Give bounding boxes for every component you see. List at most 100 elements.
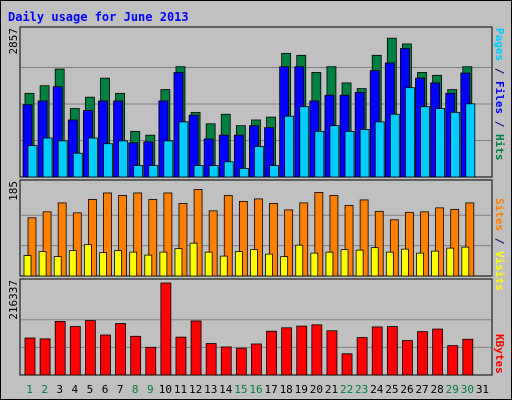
pages-bar <box>42 137 53 178</box>
chart-title: Daily usage for June 2013 <box>8 10 189 24</box>
visits-bar <box>193 189 203 277</box>
visits-panel: 185 Sites / Visits <box>7 179 506 291</box>
pages-bar <box>405 87 415 178</box>
kbytes-bar <box>190 320 202 376</box>
pages-bar <box>344 130 355 178</box>
x-tick-label: 28 <box>431 383 444 396</box>
files-bar <box>22 104 33 178</box>
kbytes-bar <box>251 343 262 376</box>
pages-bar <box>208 165 219 178</box>
side-label-sep: / <box>493 114 506 134</box>
pages-bar <box>269 165 279 178</box>
x-axis-labels: 1 2 3 4 5 6 7 8 9 10 11 12 13 14 15 16 17 18 19 20 21 22 23 24 2… <box>26 383 489 396</box>
visits-bar <box>42 211 52 277</box>
kbytes-bar <box>24 337 36 376</box>
visits-side-label: Sites / Visits <box>493 198 506 291</box>
files-bar <box>264 127 274 178</box>
visits-bar <box>389 219 399 277</box>
x-tick-label: 21 <box>325 383 338 396</box>
visits-bar <box>465 202 475 277</box>
kbytes-bar <box>100 334 111 376</box>
sites-bar <box>219 255 228 277</box>
x-tick-label: 14 <box>219 383 233 396</box>
hits-panel: 2857 Pages / Files / Hits <box>7 26 506 178</box>
pages-bar <box>359 129 370 178</box>
x-tick-label: 13 <box>204 383 217 396</box>
x-tick-label: 10 <box>159 383 172 396</box>
sites-bar <box>340 249 349 277</box>
x-tick-label: 9 <box>147 383 154 396</box>
pages-bar <box>118 140 128 178</box>
kbytes-bar <box>69 326 81 376</box>
side-label-kbytes: KBytes <box>493 334 506 374</box>
kbytes-bar <box>462 338 474 376</box>
x-tick-label: 6 <box>102 383 109 396</box>
files-bar <box>113 100 123 178</box>
sites-bar <box>53 256 62 277</box>
side-label-hits: Hits <box>493 134 506 161</box>
hits-bars <box>22 37 476 178</box>
sites-bar <box>250 249 258 277</box>
sites-bar <box>401 248 409 277</box>
hits-side-label: Pages / Files / Hits <box>493 28 506 161</box>
files-bar <box>158 100 169 178</box>
x-tick-label: 23 <box>355 383 368 396</box>
side-label-pages: Pages <box>493 28 506 61</box>
sites-bar <box>265 253 273 277</box>
sites-bar <box>174 248 183 277</box>
sites-bar <box>310 252 319 277</box>
visits-bar <box>133 192 143 277</box>
sites-bar <box>370 247 379 277</box>
pages-bar <box>27 145 38 178</box>
kbytes-bars <box>24 282 474 376</box>
sites-bar <box>461 246 470 277</box>
sites-bar <box>431 250 440 277</box>
visits-bar <box>329 195 339 277</box>
sites-bar <box>325 251 334 277</box>
visits-bar <box>435 207 445 277</box>
pages-bar <box>435 108 446 178</box>
files-bar <box>218 134 229 178</box>
kbytes-bar <box>39 338 51 376</box>
files-bar <box>203 138 214 178</box>
kbytes-bar <box>84 320 96 376</box>
pages-bar <box>57 140 68 178</box>
visits-bar <box>450 208 460 277</box>
kbytes-bar <box>326 330 338 376</box>
sites-bar <box>416 252 424 277</box>
visits-bar <box>359 199 369 277</box>
visits-bar <box>314 192 324 277</box>
x-tick-label: 18 <box>280 383 293 396</box>
kbytes-bar <box>145 346 157 376</box>
x-tick-label: 25 <box>385 383 398 396</box>
visits-bar <box>118 195 127 277</box>
visits-bar <box>420 211 429 277</box>
pages-bar <box>465 103 476 178</box>
files-bar <box>128 142 139 178</box>
sites-bar <box>68 250 77 277</box>
sites-bar <box>295 244 304 277</box>
sites-bar <box>189 242 198 277</box>
sites-bar <box>234 251 243 277</box>
kbytes-bar <box>205 343 217 376</box>
pages-bar <box>314 130 325 178</box>
pages-bar <box>148 165 159 178</box>
files-bar <box>52 86 63 178</box>
kbytes-bar <box>266 330 277 376</box>
kbytes-bar <box>402 340 413 376</box>
visits-bar <box>405 211 414 277</box>
visits-bar <box>299 202 309 277</box>
sites-bar <box>280 256 289 277</box>
kbytes-bar <box>160 282 172 376</box>
kbytes-bar <box>54 321 66 376</box>
visits-bar <box>163 192 173 277</box>
kbytes-bar <box>417 331 428 376</box>
kbytes-bar <box>235 347 247 376</box>
kbytes-bar <box>115 323 126 376</box>
files-bar <box>98 100 108 178</box>
x-tick-label: 22 <box>340 383 353 396</box>
x-tick-label: 1 <box>26 383 33 396</box>
visits-bar <box>374 210 384 277</box>
side-label-sep: / <box>493 61 506 81</box>
